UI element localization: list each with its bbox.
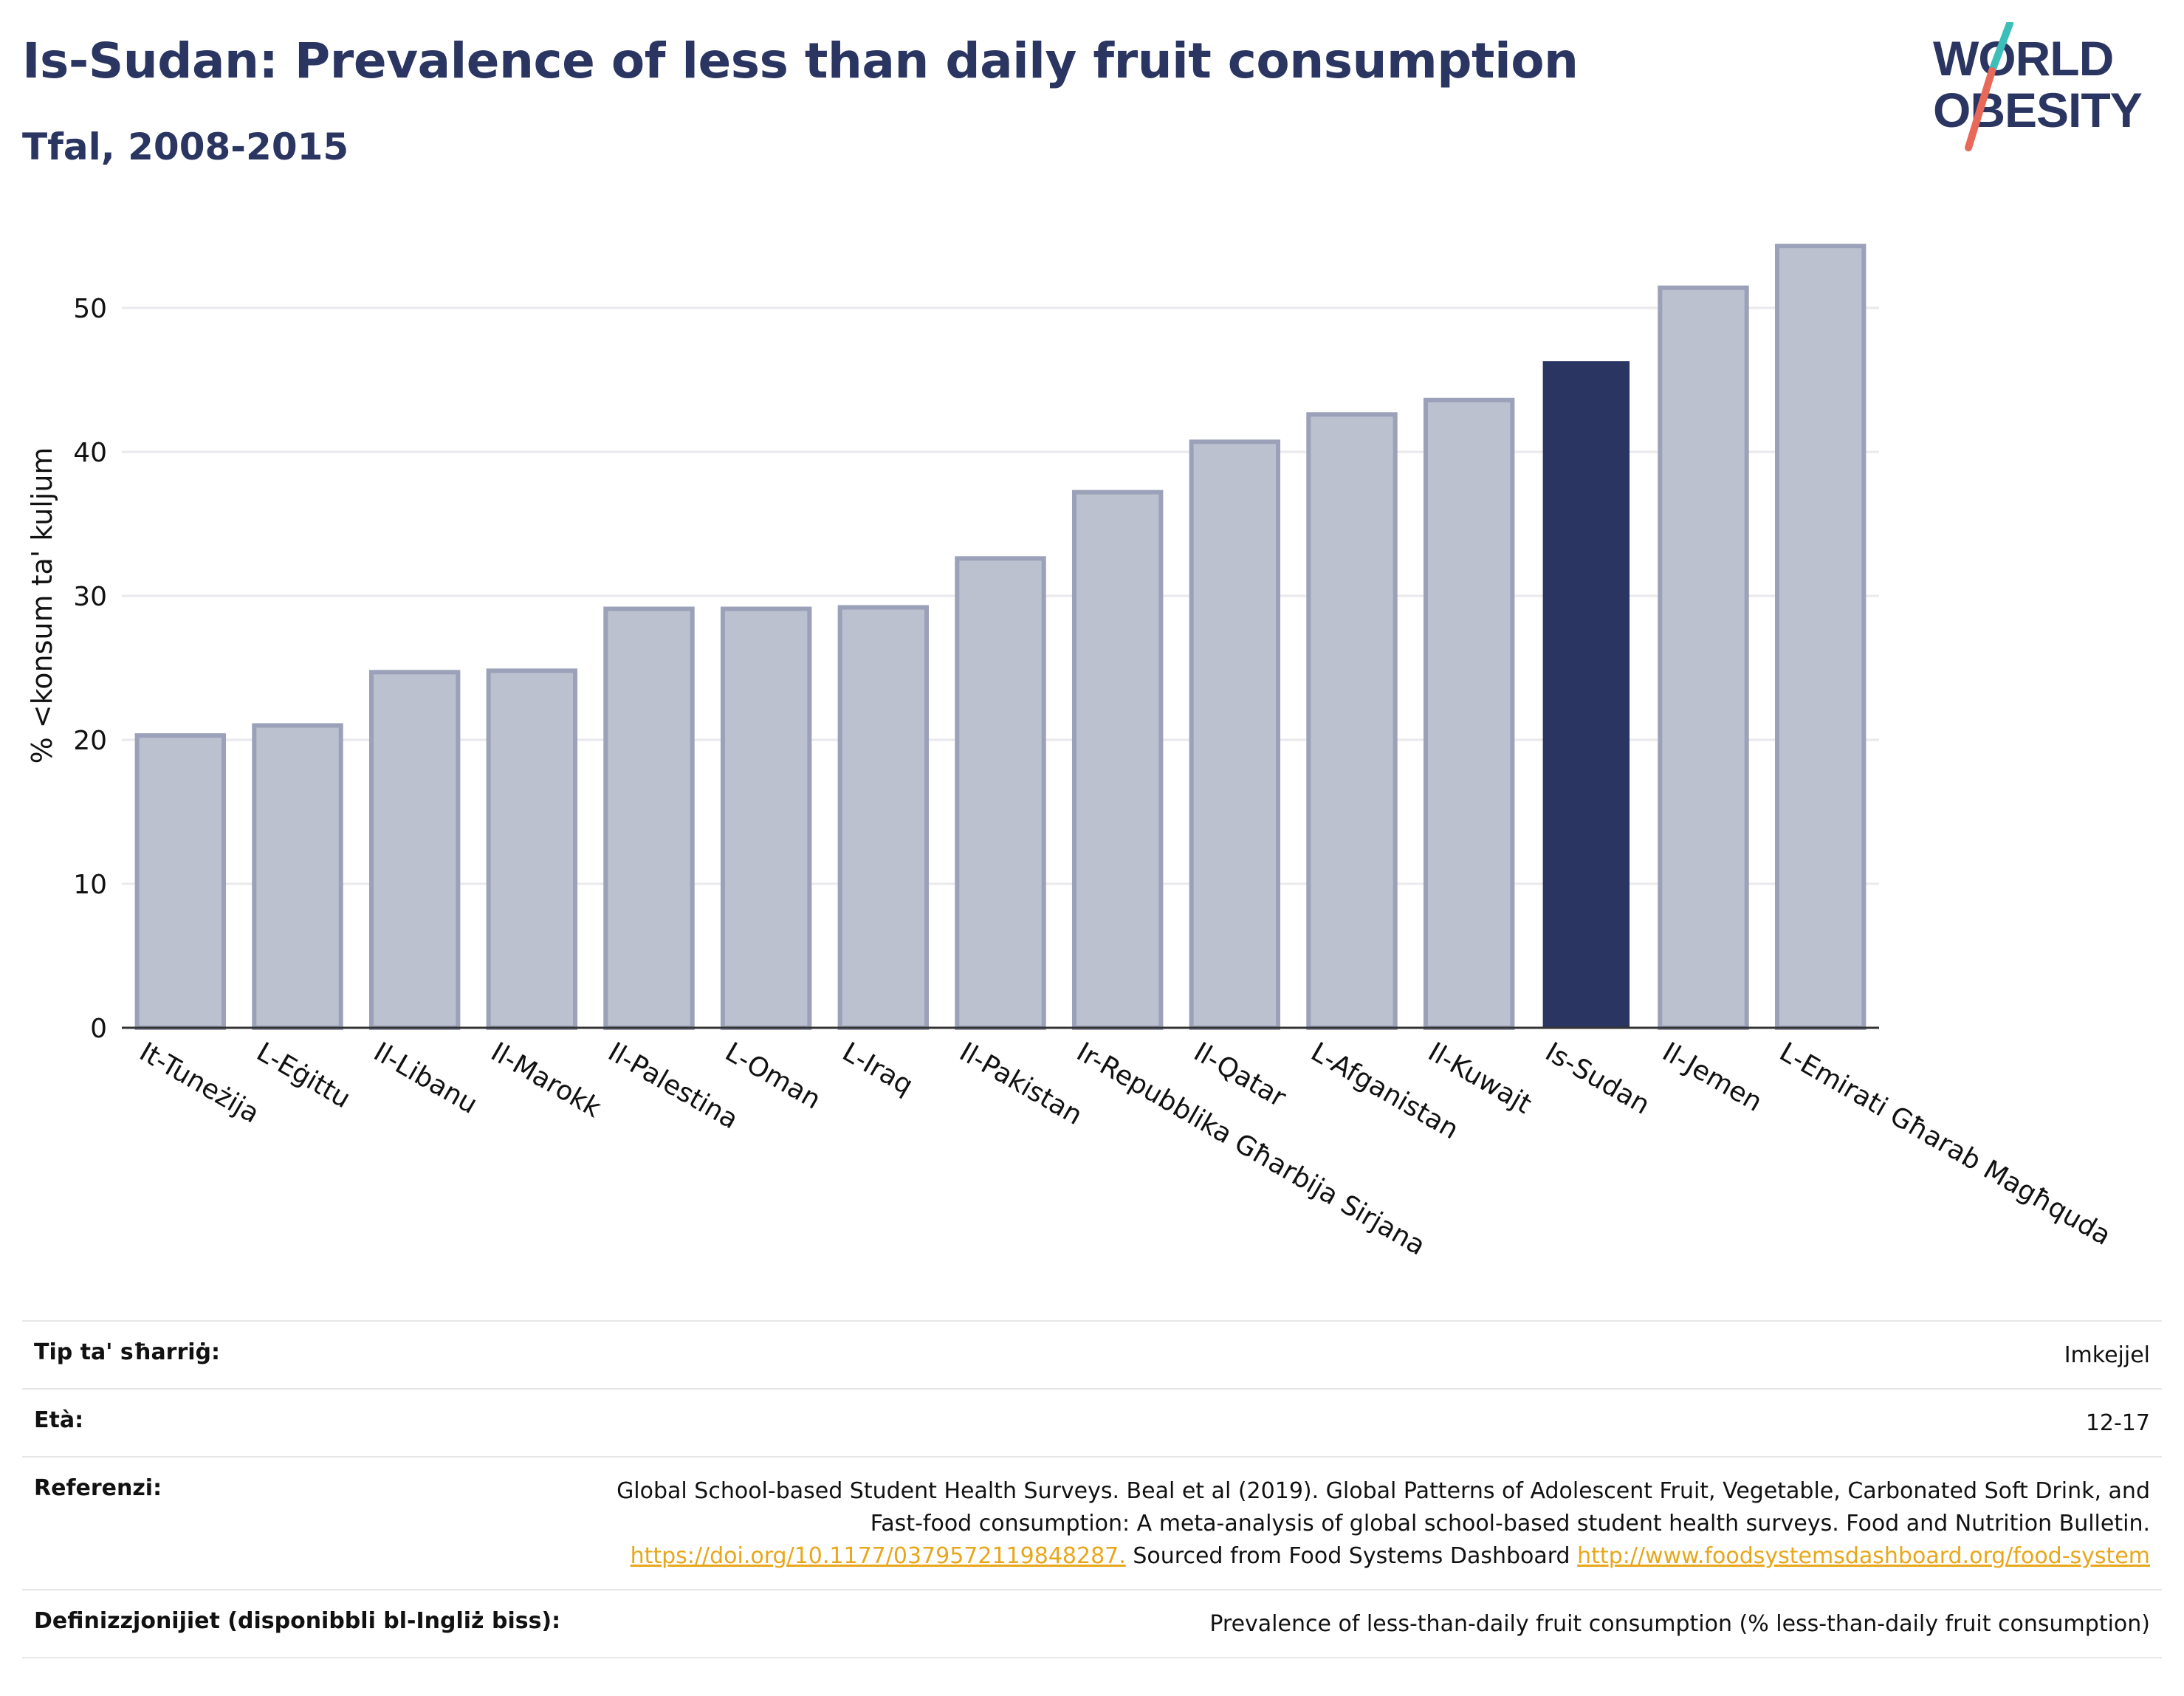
references-text: Global School-based Student Health Surve… (617, 1478, 2150, 1537)
logo-text-world: WORLD (1933, 31, 2113, 86)
bar (1774, 244, 1867, 1030)
bar (603, 606, 695, 1030)
metadata-table: Tip ta' sħarriġ: Imkejjel Età: 12-17 Ref… (22, 1320, 2162, 1658)
age-label: Età: (34, 1407, 84, 1433)
y-tick-label: 10 (73, 870, 107, 900)
x-tick-label: Il-Jemen (1658, 1037, 1768, 1118)
age-row: Età: 12-17 (22, 1388, 2162, 1456)
x-tick-label: It-Tuneżija (134, 1037, 264, 1129)
references-source-text: Sourced from Food Systems Dashboard (1133, 1543, 1570, 1569)
x-tick-label: Is-Sudan (1540, 1037, 1655, 1120)
bar (1658, 285, 1749, 1030)
y-tick-label: 50 (73, 294, 107, 324)
bar (1071, 490, 1164, 1031)
survey-type-label: Tip ta' sħarriġ: (34, 1339, 221, 1365)
definitions-label: Definizzjonijiet (disponibbli bl-Ingliż … (34, 1608, 561, 1634)
food-systems-link[interactable]: http://www.foodsystemsdashboard.org/food… (1577, 1543, 2150, 1569)
world-obesity-logo: WORLD OBESITY (1933, 22, 2143, 151)
y-tick-label: 40 (73, 438, 107, 468)
x-tick-label: Il-Qatar (1189, 1037, 1291, 1113)
references-label: Referenzi: (34, 1475, 162, 1501)
logo-slash-bottom (1965, 67, 1996, 151)
y-tick-label: 30 (73, 582, 107, 612)
definitions-row: Definizzjonijiet (disponibbli bl-Ingliż … (22, 1589, 2162, 1658)
bar (134, 733, 227, 1031)
references-value: Global School-based Student Health Surve… (563, 1475, 2150, 1573)
bar (1423, 397, 1515, 1030)
bar (252, 723, 343, 1030)
x-tick-label: L-Iraq (837, 1037, 918, 1101)
bar (955, 556, 1046, 1030)
x-tick-label: Il-Libanu (368, 1037, 482, 1120)
y-tick-label: 20 (73, 726, 107, 756)
x-tick-label: L-Eġittu (252, 1037, 356, 1114)
survey-type-row: Tip ta' sħarriġ: Imkejjel (22, 1320, 2162, 1388)
logo-slash-top (1988, 22, 2013, 75)
age-value: 12-17 (2085, 1410, 2150, 1436)
bar (837, 605, 930, 1030)
x-tick-label: L-Oman (720, 1037, 825, 1115)
logo-text-obesity: OBESITY (1933, 83, 2142, 137)
bar (1189, 439, 1281, 1031)
x-tick-label: Il-Pakistan (955, 1037, 1088, 1131)
bar (1306, 412, 1398, 1030)
y-axis-label: % <konsum ta' kuljum (26, 447, 58, 764)
definitions-value: Prevalence of less-than-daily fruit cons… (1209, 1611, 2150, 1637)
bar (486, 668, 578, 1031)
x-tick-label: Il-Marokk (486, 1037, 606, 1124)
doi-link[interactable]: https://doi.org/10.1177/0379572119848287… (630, 1543, 1126, 1569)
y-tick-label: 0 (90, 1014, 107, 1044)
references-row: Referenzi: Global School-based Student H… (22, 1456, 2162, 1589)
chart-subtitle: Tfal, 2008-2015 (22, 126, 349, 168)
x-tick-label: Il-Palestina (603, 1037, 744, 1135)
bars (134, 244, 1867, 1031)
bar (1542, 361, 1630, 1028)
chart-title: Is-Sudan: Prevalence of less than daily … (22, 32, 1579, 89)
bar (720, 606, 812, 1030)
x-tick-label: L-Emirati Għarab Magħquda (1774, 1037, 2115, 1252)
survey-type-value: Imkejjel (2064, 1342, 2150, 1368)
bar (368, 670, 461, 1030)
